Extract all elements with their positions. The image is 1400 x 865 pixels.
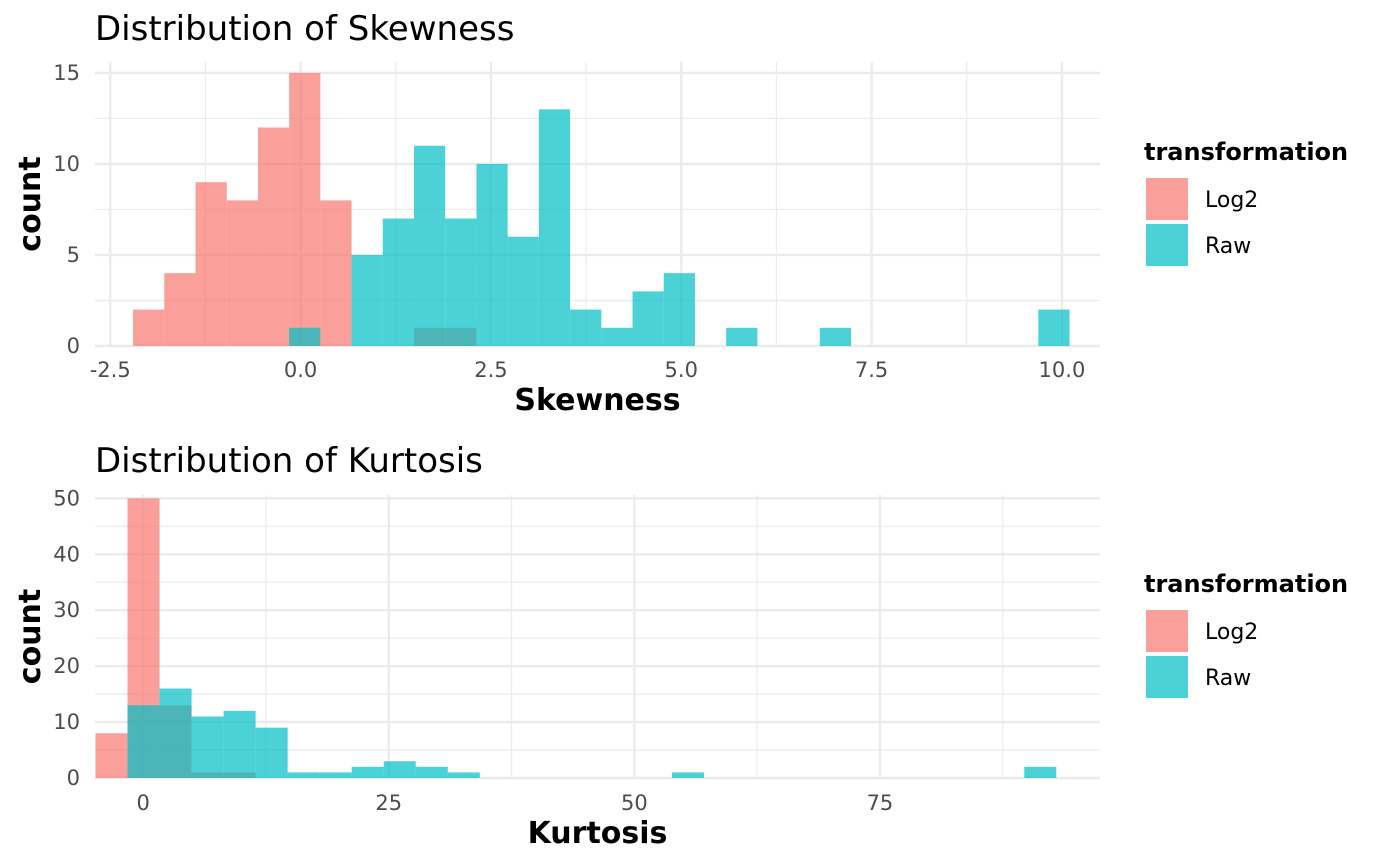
- kurtosis-legend: transformation Log2 Raw: [1144, 570, 1348, 698]
- y-tick-label: 10: [53, 710, 80, 734]
- skewness-bar-log2: [195, 182, 227, 346]
- skewness-bar-raw: [382, 218, 415, 346]
- x-tick-label: 0: [136, 791, 149, 815]
- skewness-bar-raw: [445, 218, 477, 346]
- legend-key-raw: [1146, 656, 1188, 698]
- y-tick-label: 5: [67, 243, 80, 267]
- x-tick-label: 25: [375, 791, 402, 815]
- skewness-bar-raw: [726, 327, 758, 346]
- skewness-bar-raw: [289, 327, 321, 346]
- skewness-bar-raw: [570, 309, 602, 346]
- kurtosis-bar-raw: [447, 772, 480, 778]
- kurtosis-bar-raw: [255, 727, 288, 778]
- kurtosis-bar-raw: [287, 772, 320, 778]
- kurtosis-bar-raw: [351, 766, 384, 778]
- kurtosis-bar-raw: [319, 772, 352, 778]
- x-tick-label: 0.0: [284, 358, 317, 382]
- legend-key-log2: [1146, 610, 1188, 652]
- skewness-bar-raw: [476, 163, 508, 346]
- legend-key-log2: [1146, 178, 1188, 220]
- kurtosis-bar-raw: [671, 772, 704, 778]
- kurtosis-chart-title: Distribution of Kurtosis: [95, 441, 483, 481]
- y-tick-label: 15: [53, 61, 80, 85]
- kurtosis-bar-raw: [191, 716, 224, 778]
- skewness-bar-log2: [226, 200, 258, 346]
- x-tick-label: 2.5: [474, 358, 507, 382]
- x-tick-label: 5.0: [665, 358, 698, 382]
- x-tick-label: 7.5: [855, 358, 888, 382]
- kurtosis-bar-log2: [95, 733, 128, 778]
- skewness-bar-raw: [819, 327, 852, 346]
- kurtosis-bar-raw: [127, 705, 160, 778]
- legend-key-raw: [1146, 224, 1188, 266]
- kurtosis-bar-raw: [159, 688, 192, 778]
- skewness-bar-raw: [632, 291, 664, 346]
- x-tick-label: -2.5: [90, 358, 131, 382]
- y-tick-label: 20: [53, 654, 80, 678]
- skewness-panel: -2.5 0.0 2.5 5.0 7.5 10.0 0 5 10 15 Distribution o…: [13, 9, 1348, 418]
- skewness-series-raw: [289, 109, 1070, 346]
- legend-label-log2: Log2: [1205, 188, 1258, 213]
- skewness-x-axis-title: Skewness: [514, 383, 680, 418]
- x-tick-label: 10.0: [1039, 358, 1086, 382]
- kurtosis-series-raw: [127, 688, 1057, 778]
- kurtosis-bar-raw: [1024, 766, 1057, 778]
- skewness-bar-log2: [133, 309, 165, 346]
- skewness-bar-log2: [257, 127, 290, 347]
- skewness-bar-raw: [663, 273, 695, 346]
- skewness-bar-raw: [507, 236, 539, 346]
- legend-label-log2: Log2: [1205, 620, 1258, 645]
- x-tick-label: 75: [867, 791, 894, 815]
- kurtosis-panel: 0 25 50 75 0 10 20 30 40 50 Distribution of Kurtos…: [13, 441, 1348, 851]
- skewness-bar-raw: [351, 254, 383, 346]
- skewness-bar-raw: [414, 145, 446, 346]
- skewness-bar-log2: [289, 72, 321, 346]
- y-tick-label: 30: [53, 598, 80, 622]
- y-tick-label: 0: [67, 334, 80, 358]
- skewness-bar-log2: [164, 273, 196, 346]
- x-tick-label: 50: [621, 791, 648, 815]
- kurtosis-bar-raw: [383, 761, 416, 778]
- skewness-bar-raw: [538, 109, 571, 346]
- skewness-y-axis-title: count: [13, 156, 48, 251]
- skewness-series-log2: [133, 72, 477, 347]
- skewness-legend: transformation Log2 Raw: [1144, 138, 1348, 266]
- legend-title: transformation: [1144, 138, 1348, 166]
- y-tick-label: 10: [53, 152, 80, 176]
- legend-label-raw: Raw: [1205, 666, 1251, 691]
- skewness-bar-raw: [1038, 309, 1070, 346]
- legend-label-raw: Raw: [1205, 234, 1251, 259]
- legend-title: transformation: [1144, 570, 1348, 598]
- y-tick-label: 40: [53, 542, 80, 566]
- y-tick-label: 50: [53, 486, 80, 510]
- kurtosis-bar-raw: [223, 710, 256, 778]
- skewness-chart-title: Distribution of Skewness: [95, 9, 514, 49]
- kurtosis-y-axis-title: count: [13, 589, 48, 684]
- skewness-bar-log2: [320, 200, 352, 346]
- skewness-bar-raw: [601, 327, 633, 346]
- kurtosis-bar-raw: [415, 766, 448, 778]
- kurtosis-x-axis-title: Kurtosis: [528, 816, 668, 851]
- y-tick-label: 0: [67, 766, 80, 790]
